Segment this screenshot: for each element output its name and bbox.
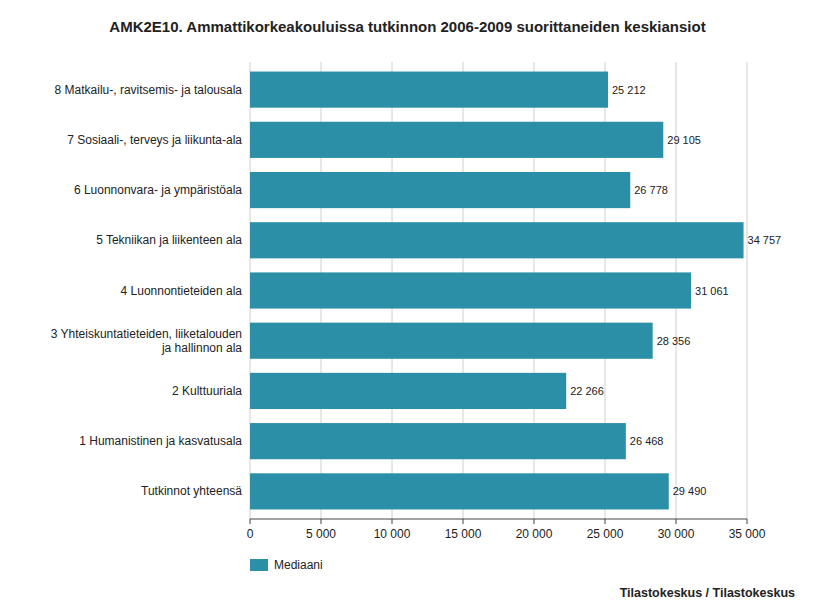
tick-mark	[250, 519, 251, 524]
category-label-line: 8 Matkailu-, ravitsemis- ja talousala	[55, 83, 243, 97]
tick-mark	[605, 519, 606, 524]
y-axis: Tutkinnot yhteensä 1 Humanistinen ja kasv…	[51, 83, 243, 499]
tick-label: 5 000	[306, 527, 336, 541]
data-label: 28 356	[657, 335, 691, 347]
footer: Tilastokeskus / Tilastokeskus	[620, 586, 795, 600]
data-label: 26 778	[634, 184, 668, 196]
tick-mark	[321, 519, 322, 524]
bar	[250, 473, 669, 509]
tick-mark	[534, 519, 535, 524]
bar	[250, 122, 663, 158]
category-label: 6 Luonnonvara- ja ympäristöala	[74, 183, 242, 197]
category-label: 4 Luonnontieteiden ala	[121, 284, 243, 298]
data-label: 31 061	[695, 285, 729, 297]
category-label: 7 Sosiaali-, terveys ja liikunta-ala	[67, 133, 242, 147]
category-label-line: 3 Yhteiskuntatieteiden, liiketalouden	[51, 327, 242, 341]
title: AMK2E10. Ammattikorkeakouluissa tutkinno…	[109, 18, 705, 35]
category-label: Tutkinnot yhteensä	[141, 484, 242, 498]
tick-label: 10 000	[374, 527, 411, 541]
data-label: 34 757	[748, 234, 782, 246]
category-label-line: 1 Humanistinen ja kasvatusala	[79, 434, 242, 448]
bar	[250, 172, 630, 208]
legend-label: Mediaani	[274, 558, 323, 572]
tick-label: 0	[247, 527, 254, 541]
background	[0, 0, 815, 611]
bars	[250, 72, 744, 510]
category-label: 2 Kulttuuriala	[172, 384, 242, 398]
data-label: 26 468	[630, 435, 664, 447]
bar	[250, 373, 566, 409]
bar	[250, 272, 691, 308]
legend-swatch	[250, 559, 268, 571]
category-label-line: Tutkinnot yhteensä	[141, 484, 242, 498]
bar	[250, 72, 608, 108]
data-label: 29 490	[673, 485, 707, 497]
bar	[250, 323, 653, 359]
grid-line	[747, 62, 748, 519]
tick-label: 35 000	[729, 527, 766, 541]
bar	[250, 222, 744, 258]
data-label: 29 105	[667, 134, 701, 146]
category-label: 8 Matkailu-, ravitsemis- ja talousala	[55, 83, 243, 97]
category-label-line: 6 Luonnonvara- ja ympäristöala	[74, 183, 242, 197]
legend: Mediaani	[250, 558, 323, 572]
category-label-line: 4 Luonnontieteiden ala	[121, 284, 243, 298]
x-axis: 0 5 000 10 000 15 000 20 000 25 000 30 000 35 0…	[247, 519, 766, 541]
tick-label: 25 000	[587, 527, 624, 541]
data-label: 22 266	[570, 385, 604, 397]
data-labels: 29 490 26 468 22 266 28 356 31 061 34 757 26 7…	[570, 84, 781, 498]
chart: AMK2E10. Ammattikorkeakouluissa tutkinno…	[0, 0, 815, 611]
category-label: 3 Yhteiskuntatieteiden, liiketaloudenja …	[51, 327, 243, 355]
grid	[250, 62, 747, 519]
bar	[250, 423, 626, 459]
data-label: 25 212	[612, 84, 646, 96]
tick-label: 20 000	[516, 527, 553, 541]
tick-label: 15 000	[445, 527, 482, 541]
tick-label: 30 000	[658, 527, 695, 541]
tick-mark	[747, 519, 748, 524]
category-label: 1 Humanistinen ja kasvatusala	[79, 434, 242, 448]
axis-line	[250, 519, 747, 520]
category-label-line: ja hallinnon ala	[161, 341, 242, 355]
tick-mark	[392, 519, 393, 524]
category-label-line: 2 Kulttuuriala	[172, 384, 242, 398]
tick-mark	[676, 519, 677, 524]
category-label-line: 5 Tekniikan ja liikenteen ala	[96, 233, 242, 247]
tick-mark	[463, 519, 464, 524]
category-label-line: 7 Sosiaali-, terveys ja liikunta-ala	[67, 133, 242, 147]
category-label: 5 Tekniikan ja liikenteen ala	[96, 233, 242, 247]
